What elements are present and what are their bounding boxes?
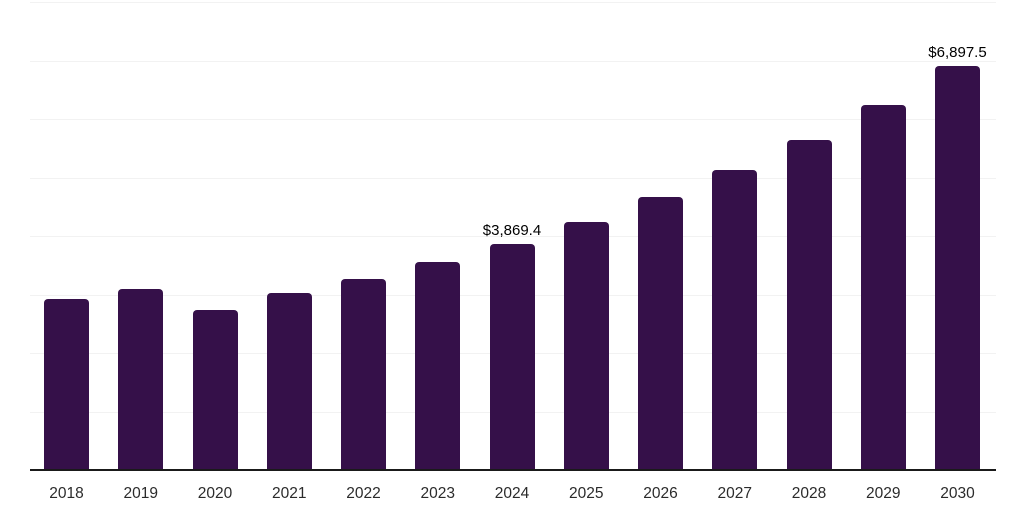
value-label-2024: $3,869.4 xyxy=(482,221,542,239)
x-tick-2029: 2029 xyxy=(866,485,901,502)
x-tick-2023: 2023 xyxy=(420,485,455,502)
bar-2030 xyxy=(935,66,980,469)
bar-2026 xyxy=(638,196,683,469)
x-tick-2020: 2020 xyxy=(197,485,233,502)
x-tick-2018: 2018 xyxy=(49,485,84,502)
gridline-8000 xyxy=(30,2,996,3)
x-tick-2026: 2026 xyxy=(643,485,678,502)
bar-2022 xyxy=(341,278,386,469)
x-tick-2019: 2019 xyxy=(123,485,158,502)
gridline-6000 xyxy=(30,119,996,120)
bar-2025 xyxy=(563,221,609,469)
bar-2028 xyxy=(786,140,832,469)
x-tick-2027: 2027 xyxy=(717,485,752,502)
bar-2027 xyxy=(712,169,758,469)
bar-2021 xyxy=(266,292,312,469)
x-tick-2021: 2021 xyxy=(272,485,307,502)
value-label-2030: $6,897.5 xyxy=(928,44,987,62)
gridline-5000 xyxy=(30,177,996,179)
x-tick-2022: 2022 xyxy=(346,485,381,502)
x-tick-2025: 2025 xyxy=(569,485,604,502)
x-tick-2028: 2028 xyxy=(791,485,827,502)
x-tick-2024: 2024 xyxy=(494,485,530,502)
gridline-7000 xyxy=(30,60,996,62)
bar-2020 xyxy=(192,309,238,469)
bar-2019 xyxy=(118,289,164,469)
bar-2029 xyxy=(860,104,906,469)
bar-2023 xyxy=(415,262,461,469)
x-tick-2030: 2030 xyxy=(940,485,975,502)
bar-2024 xyxy=(489,243,535,469)
x-axis-line xyxy=(30,469,996,471)
bar-2018 xyxy=(44,299,89,469)
gridline-4000 xyxy=(30,236,996,237)
